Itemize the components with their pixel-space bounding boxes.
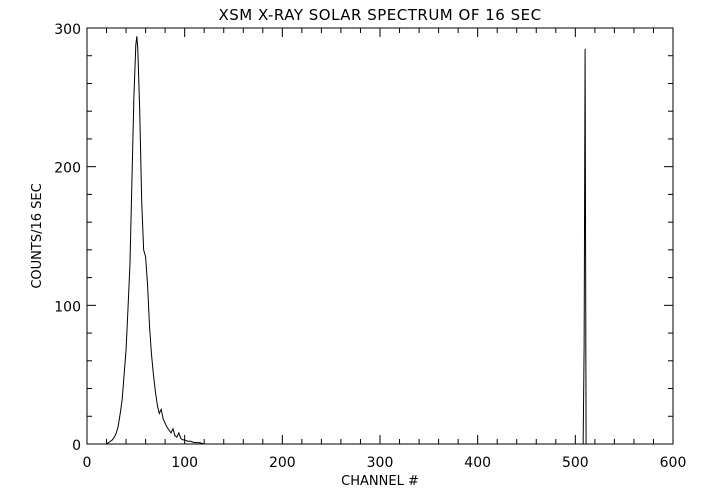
x-tick-label: 100: [171, 455, 198, 471]
axis-ticks: [86, 27, 674, 445]
y-tick-label: 300: [54, 22, 81, 38]
x-axis-label: CHANNEL #: [341, 474, 419, 489]
x-tick-label: 600: [660, 455, 687, 471]
y-tick-label: 100: [54, 299, 81, 315]
y-axis-label: COUNTS/16 SEC: [30, 183, 45, 288]
x-tick-label: 200: [269, 455, 296, 471]
y-tick-label: 0: [72, 438, 81, 454]
x-tick-label: 500: [562, 455, 589, 471]
x-tick-label: 400: [464, 455, 491, 471]
y-tick-label: 200: [54, 161, 81, 177]
chart-title: XSM X-RAY SOLAR SPECTRUM OF 16 SEC: [218, 6, 541, 24]
spectrum-line: [106, 36, 673, 445]
axis-tick-labels: 0 100 200 300 400 500 600 0 100 200 300: [54, 22, 686, 471]
x-tick-label: 0: [83, 455, 92, 471]
x-tick-label: 300: [367, 455, 394, 471]
